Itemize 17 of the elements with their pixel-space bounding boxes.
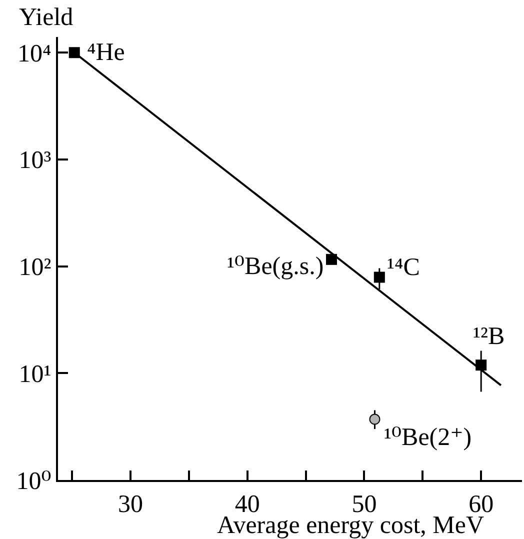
y-tick-label: 10⁰ (16, 468, 52, 495)
point (374, 272, 385, 283)
annotation: ⁴He (87, 39, 125, 66)
y-tick-label: 10³ (18, 147, 52, 174)
x-tick-label: 30 (118, 490, 143, 518)
annotation: ¹⁰Be(g.s.) (227, 253, 324, 280)
point (326, 254, 337, 265)
y-axis-title: Yield (19, 4, 74, 31)
y-tick-label: 10² (18, 254, 52, 282)
annotation: ¹²B (473, 323, 505, 350)
point (476, 360, 487, 371)
y-tick-label: 10⁴ (18, 40, 52, 68)
point (369, 414, 380, 425)
annotation: ¹⁴C (387, 254, 420, 281)
point (68, 47, 80, 58)
annotation: ¹⁰Be(2⁺) (384, 424, 472, 451)
y-tick-label: 10¹ (18, 360, 52, 388)
